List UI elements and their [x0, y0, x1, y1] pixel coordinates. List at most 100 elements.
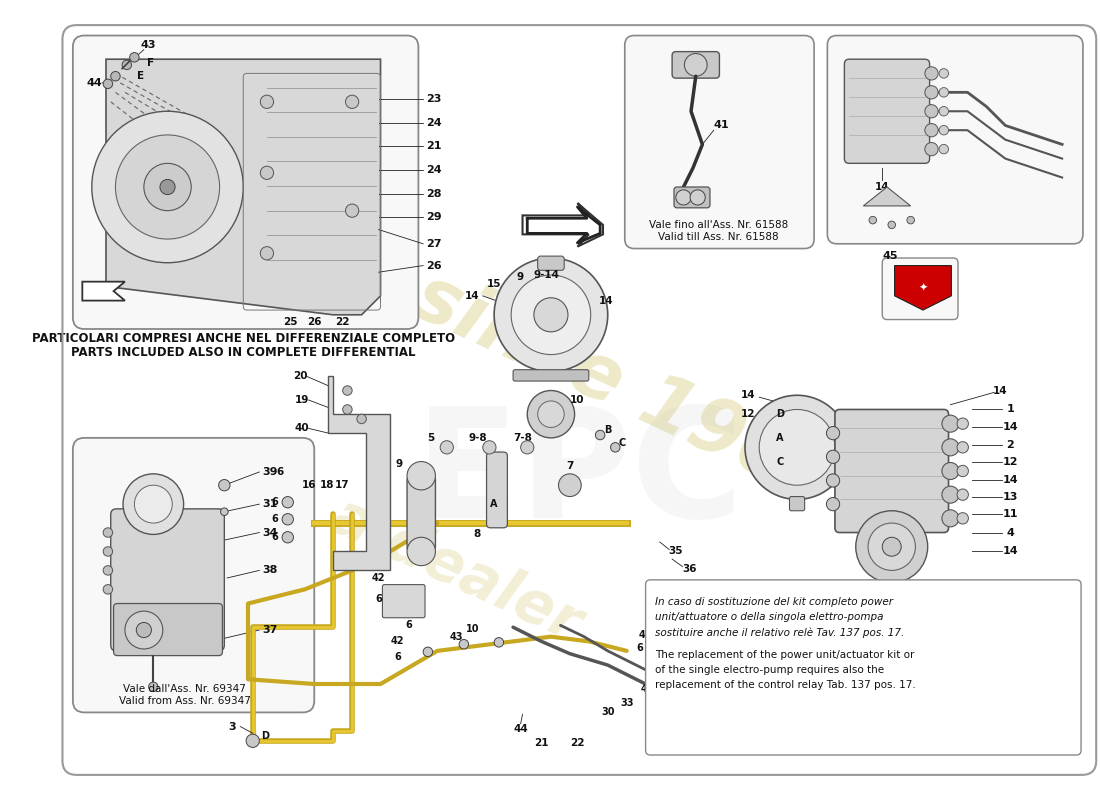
Circle shape: [538, 401, 564, 427]
Circle shape: [925, 105, 938, 118]
FancyBboxPatch shape: [672, 52, 719, 78]
Circle shape: [125, 611, 163, 649]
Text: 9-8: 9-8: [469, 433, 487, 443]
Text: 6: 6: [375, 594, 382, 604]
Circle shape: [345, 204, 359, 218]
Text: 9: 9: [516, 272, 524, 282]
Circle shape: [440, 441, 453, 454]
Circle shape: [942, 486, 959, 503]
Circle shape: [939, 144, 948, 154]
Text: 14: 14: [874, 182, 890, 192]
Text: 34: 34: [676, 598, 691, 609]
Text: 2: 2: [1006, 441, 1014, 450]
Text: 7: 7: [566, 462, 573, 471]
FancyBboxPatch shape: [111, 509, 224, 651]
Polygon shape: [82, 282, 125, 301]
Text: 1: 1: [1006, 405, 1014, 414]
Text: replacement of the control relay Tab. 137 pos. 17.: replacement of the control relay Tab. 13…: [656, 680, 916, 690]
Text: Valid till Ass. Nr. 61588: Valid till Ass. Nr. 61588: [658, 232, 779, 242]
Text: In caso di sostituzione del kit completo power: In caso di sostituzione del kit completo…: [656, 597, 893, 607]
Circle shape: [261, 95, 274, 109]
Circle shape: [534, 298, 568, 332]
Circle shape: [856, 510, 927, 582]
Text: 16: 16: [302, 480, 317, 490]
Circle shape: [343, 405, 352, 414]
Text: 14: 14: [993, 386, 1008, 395]
Text: 30: 30: [664, 644, 680, 654]
Circle shape: [826, 450, 839, 463]
Text: 24: 24: [426, 118, 441, 128]
Text: 31: 31: [667, 584, 681, 594]
Circle shape: [123, 474, 184, 534]
Circle shape: [906, 216, 914, 224]
Polygon shape: [894, 266, 952, 310]
Text: The replacement of the power unit/actuator kit or: The replacement of the power unit/actuat…: [656, 650, 914, 660]
Text: sostituire anche il relativo relè Tav. 137 pos. 17.: sostituire anche il relativo relè Tav. 1…: [656, 627, 904, 638]
Text: F: F: [680, 707, 686, 718]
Circle shape: [826, 474, 839, 487]
Text: 9: 9: [396, 459, 403, 470]
Circle shape: [925, 123, 938, 137]
Text: PARTICOLARI COMPRESI ANCHE NEL DIFFERENZIALE COMPLETO: PARTICOLARI COMPRESI ANCHE NEL DIFFERENZ…: [32, 332, 454, 345]
FancyBboxPatch shape: [383, 585, 425, 618]
Circle shape: [868, 523, 915, 570]
Circle shape: [745, 395, 849, 499]
Text: 45: 45: [882, 251, 898, 261]
Text: 18: 18: [319, 480, 333, 490]
Text: 12: 12: [1002, 457, 1018, 466]
Text: of the single electro-pump requires also the: of the single electro-pump requires also…: [656, 665, 884, 675]
Text: a dealer: a dealer: [322, 488, 591, 653]
Text: 33: 33: [620, 698, 634, 708]
Circle shape: [103, 585, 112, 594]
Text: 13: 13: [1002, 491, 1018, 502]
Text: 22: 22: [570, 738, 585, 748]
Circle shape: [957, 489, 968, 500]
Circle shape: [130, 53, 139, 62]
Circle shape: [103, 528, 112, 538]
Circle shape: [219, 479, 230, 491]
Circle shape: [759, 410, 835, 486]
Circle shape: [261, 166, 274, 179]
Text: 30: 30: [601, 707, 615, 718]
Circle shape: [483, 441, 496, 454]
FancyBboxPatch shape: [486, 452, 507, 528]
Text: 39: 39: [262, 467, 277, 477]
Circle shape: [345, 95, 359, 109]
FancyBboxPatch shape: [790, 497, 804, 510]
Text: 14: 14: [465, 291, 480, 301]
Text: Vale fino all'Ass. Nr. 61588: Vale fino all'Ass. Nr. 61588: [649, 220, 788, 230]
Text: 35: 35: [669, 546, 683, 557]
Text: 14: 14: [1002, 475, 1018, 486]
Text: 25: 25: [284, 318, 298, 327]
Polygon shape: [522, 203, 603, 246]
Text: D: D: [261, 731, 270, 741]
Text: 6: 6: [271, 498, 278, 507]
Text: 42: 42: [372, 573, 385, 583]
Text: 8: 8: [473, 530, 481, 539]
Text: 14: 14: [740, 390, 756, 400]
Text: ✦: ✦: [918, 283, 927, 294]
Circle shape: [957, 513, 968, 524]
Circle shape: [957, 442, 968, 453]
Circle shape: [160, 179, 175, 194]
FancyBboxPatch shape: [674, 187, 710, 208]
Text: 42: 42: [390, 637, 405, 646]
Text: unit/attuatore o della singola elettro-pompa: unit/attuatore o della singola elettro-p…: [656, 612, 883, 622]
Text: D: D: [776, 410, 784, 419]
Text: A: A: [777, 433, 784, 443]
Text: Valid from Ass. Nr. 69347: Valid from Ass. Nr. 69347: [119, 696, 251, 706]
Circle shape: [882, 538, 901, 556]
Text: 46: 46: [640, 684, 654, 694]
Text: 38: 38: [262, 566, 277, 575]
Text: 14: 14: [1002, 546, 1018, 557]
Text: 15: 15: [487, 278, 502, 289]
Text: 6: 6: [271, 514, 278, 524]
Text: 19: 19: [295, 395, 309, 405]
Circle shape: [134, 486, 173, 523]
FancyBboxPatch shape: [73, 35, 418, 329]
Text: 10: 10: [465, 624, 480, 634]
Text: C: C: [618, 438, 626, 448]
Text: 44: 44: [514, 725, 528, 734]
Text: 26: 26: [307, 318, 321, 327]
Text: 6: 6: [276, 467, 284, 477]
